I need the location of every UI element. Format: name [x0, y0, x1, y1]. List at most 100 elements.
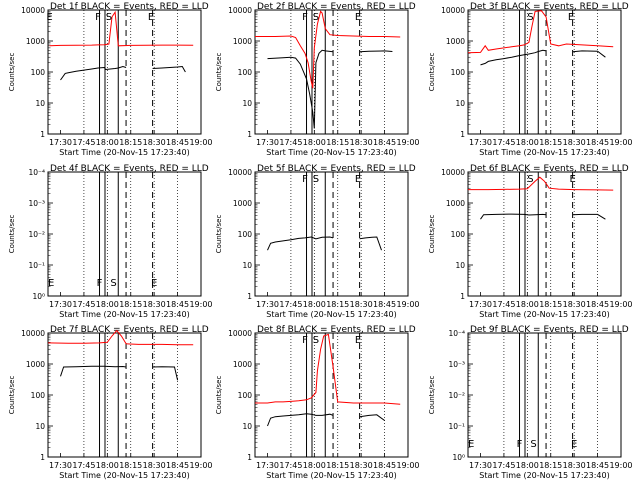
- x-tick-label: 19:00: [396, 461, 419, 470]
- x-tick-label: 18:00: [96, 138, 119, 147]
- x-axis-label: Start Time (20-Nov-15 17:23:40): [266, 148, 396, 157]
- event-marker-label: E: [355, 12, 361, 23]
- panel-title: Det 7f BLACK = Events, RED = LLD: [50, 325, 209, 335]
- x-axis-label: Start Time (20-Nov-15 17:23:40): [266, 471, 396, 480]
- x-tick-label: 18:45: [166, 138, 189, 147]
- series-line-events: [572, 50, 606, 58]
- x-tick-label: 18:15: [119, 300, 142, 309]
- x-tick-label: 18:00: [516, 300, 539, 309]
- plot-frame: [254, 332, 409, 458]
- chart-panel-7: Det 7f BLACK = Events, RED = LLD 17:30 17:…: [8, 325, 213, 480]
- y-axis-label: Counts/sec: [428, 53, 436, 92]
- plot-frame: [47, 171, 202, 297]
- x-tick-label: 18:15: [326, 300, 349, 309]
- series-line-events: [152, 366, 179, 381]
- event-marker-label: F: [517, 439, 523, 450]
- x-tick-label: 17:45: [72, 300, 95, 309]
- y-tick-label: 10000: [21, 6, 45, 15]
- y-tick-label: 1: [40, 453, 45, 462]
- event-marker-label: E: [355, 174, 361, 185]
- x-tick-label: 18:30: [350, 300, 373, 309]
- panel-title: Det 1f BLACK = Events, RED = LLD: [50, 2, 209, 12]
- x-tick-label: 18:30: [563, 300, 586, 309]
- x-tick-label: 18:15: [326, 461, 349, 470]
- y-tick-label: 10⁰: [32, 292, 45, 301]
- y-axis-label: Counts/sec: [215, 53, 223, 92]
- series-line-events: [359, 414, 385, 421]
- plot-frame: [47, 332, 202, 458]
- event-marker-label: E: [568, 12, 574, 23]
- plot-frame: [467, 171, 622, 297]
- y-tick-label: 1000: [26, 37, 45, 46]
- x-tick-label: 19:00: [609, 300, 632, 309]
- x-axis-label: Start Time (20-Nov-15 17:23:40): [479, 310, 609, 319]
- y-tick-label: 1000: [233, 360, 252, 369]
- event-marker-label: F: [97, 278, 103, 289]
- y-tick-label: 10: [35, 422, 45, 431]
- x-tick-label: 17:30: [49, 138, 72, 147]
- event-marker-label: S: [313, 174, 319, 185]
- x-axis-label: Start Time (20-Nov-15 17:23:40): [59, 471, 189, 480]
- x-tick-label: 18:15: [119, 461, 142, 470]
- x-tick-label: 18:30: [563, 461, 586, 470]
- y-tick-label: 1: [247, 292, 252, 301]
- y-tick-label: 1: [40, 130, 45, 139]
- x-tick-label: 19:00: [396, 138, 419, 147]
- event-marker-label: E: [48, 278, 54, 289]
- x-tick-label: 18:00: [303, 138, 326, 147]
- series-line-events: [267, 49, 334, 129]
- x-tick-label: 18:45: [586, 300, 609, 309]
- x-tick-label: 17:30: [469, 461, 492, 470]
- y-tick-label: 10: [455, 261, 465, 270]
- event-marker-label: E: [569, 174, 575, 185]
- event-marker-label: S: [110, 278, 116, 289]
- chart-panel-3: Det 3f BLACK = Events, RED = LLD 17:30 17:…: [428, 2, 633, 157]
- y-tick-label: 1: [460, 130, 465, 139]
- y-axis-label: Counts/sec: [8, 215, 16, 254]
- y-tick-label: 100: [31, 391, 46, 400]
- x-tick-label: 19:00: [189, 300, 212, 309]
- x-tick-label: 17:30: [256, 300, 279, 309]
- panel-title: Det 8f BLACK = Events, RED = LLD: [257, 325, 416, 335]
- event-marker-label: E: [151, 278, 157, 289]
- x-tick-label: 17:30: [49, 300, 72, 309]
- series-line-events: [152, 65, 186, 73]
- y-tick-label: 1: [247, 453, 252, 462]
- event-marker-label: F: [302, 12, 308, 23]
- x-tick-label: 19:00: [396, 300, 419, 309]
- x-tick-label: 17:45: [72, 138, 95, 147]
- y-axis-label: Counts/sec: [215, 376, 223, 415]
- x-tick-label: 18:15: [119, 138, 142, 147]
- y-tick-label: 10000: [228, 6, 252, 15]
- y-tick-label: 1: [460, 292, 465, 301]
- x-tick-label: 17:30: [469, 300, 492, 309]
- y-tick-label: 1000: [233, 37, 252, 46]
- x-tick-label: 18:00: [96, 300, 119, 309]
- x-tick-label: 18:45: [373, 461, 396, 470]
- x-tick-label: 18:00: [96, 461, 119, 470]
- x-tick-label: 17:45: [279, 300, 302, 309]
- y-tick-label: 1000: [446, 37, 465, 46]
- x-axis-label: Start Time (20-Nov-15 17:23:40): [59, 148, 189, 157]
- y-tick-label: 1000: [446, 199, 465, 208]
- plot-frame: [467, 332, 622, 458]
- chart-panel-2: Det 2f BLACK = Events, RED = LLD 17:30 17:…: [215, 2, 420, 157]
- event-marker-label: S: [527, 174, 533, 185]
- x-tick-label: 18:30: [143, 138, 166, 147]
- series-line-events: [572, 213, 606, 220]
- y-tick-label: 10: [242, 99, 252, 108]
- y-tick-label: 10: [242, 422, 252, 431]
- y-tick-label: 100: [238, 68, 253, 77]
- x-tick-label: 17:45: [279, 138, 302, 147]
- x-axis-label: Start Time (20-Nov-15 17:23:40): [59, 310, 189, 319]
- x-tick-label: 18:30: [143, 461, 166, 470]
- series-line-events: [267, 236, 334, 251]
- y-axis-label: Counts/sec: [8, 53, 16, 92]
- event-marker-label: E: [46, 12, 52, 23]
- event-marker-label: E: [571, 439, 577, 450]
- x-tick-label: 18:45: [166, 300, 189, 309]
- series-line-events: [359, 50, 393, 53]
- event-marker-label: S: [313, 12, 319, 23]
- x-tick-label: 18:15: [326, 138, 349, 147]
- event-marker-label: E: [468, 439, 474, 450]
